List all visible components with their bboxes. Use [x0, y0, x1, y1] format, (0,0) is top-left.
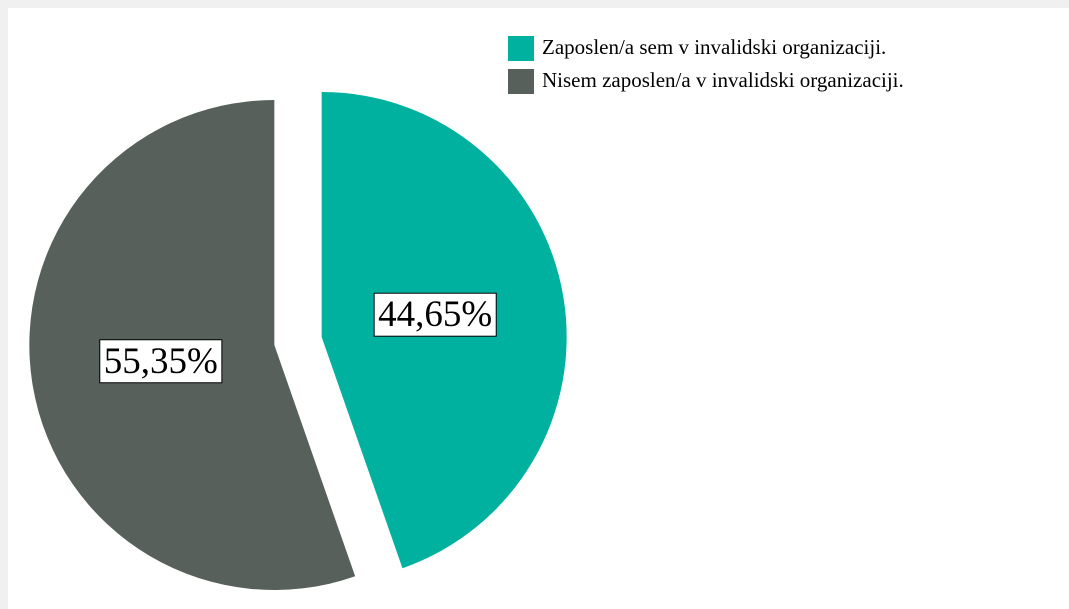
label-box	[373, 292, 497, 337]
legend-label: Zaposlen/a sem v invalidski organizaciji…	[542, 35, 886, 59]
legend-label: Nisem zaposlen/a v invalidski organizaci…	[542, 68, 904, 92]
label-box	[99, 339, 223, 384]
legend-swatch	[508, 36, 534, 61]
slice-label: 44,65%	[378, 294, 492, 335]
slice-label: 55,35%	[104, 341, 218, 382]
legend-swatch	[508, 69, 534, 94]
